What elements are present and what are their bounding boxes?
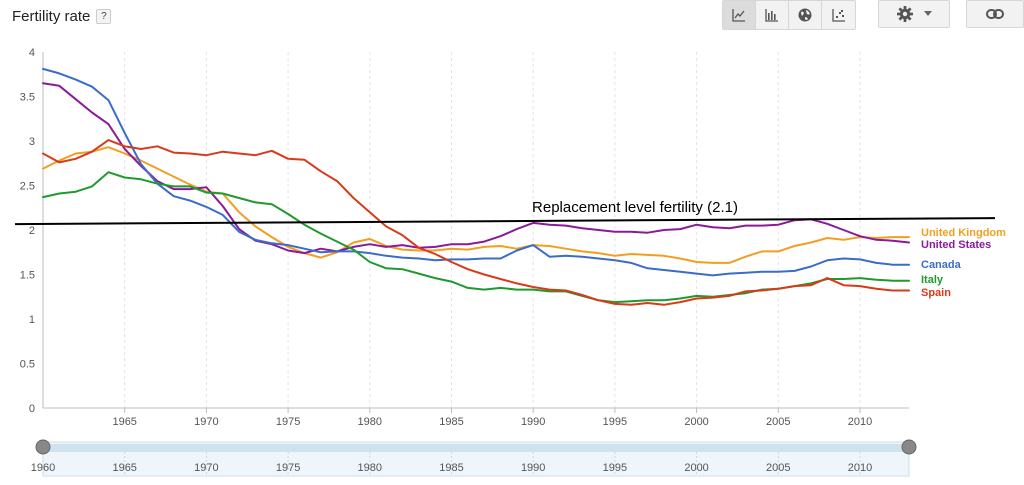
y-tick-label: 0 — [29, 403, 35, 415]
replacement-level-label: Replacement level fertility (2.1) — [532, 199, 738, 216]
x-tick-label: 1965 — [112, 416, 136, 428]
range-slider-tick-label: 1965 — [112, 462, 136, 474]
x-tick-label: 1990 — [521, 416, 545, 428]
x-tick-label: 2000 — [684, 416, 708, 428]
chevron-down-icon — [924, 11, 932, 16]
range-slider-tick-label: 1980 — [358, 462, 382, 474]
chart-title: Fertility rate — [12, 8, 91, 25]
y-tick-label: 3 — [29, 136, 35, 148]
legend-label-italy[interactable]: Italy — [921, 274, 944, 286]
x-tick-label: 1975 — [276, 416, 300, 428]
chart-type-toolbar — [722, 0, 856, 30]
y-tick-label: 1 — [29, 314, 35, 326]
series-line-spain[interactable] — [42, 139, 910, 306]
y-tick-label: 0.5 — [20, 359, 35, 371]
series-line-italy[interactable] — [42, 171, 910, 304]
chart-header: Fertility rate ? — [12, 8, 112, 25]
gear-icon — [897, 6, 913, 22]
y-tick-label: 1.5 — [20, 270, 35, 282]
axes: 0 0.5 1 1.5 2 2.5 3 3.5 4 1965 1970 1975 1980 1985 199… — [20, 47, 909, 428]
range-slider-tick-label: 2010 — [848, 462, 872, 474]
range-slider-tick-label: 2000 — [684, 462, 708, 474]
x-tick-label: 1980 — [358, 416, 382, 428]
x-tick-label: 1995 — [603, 416, 627, 428]
legend-label-canada[interactable]: Canada — [921, 259, 962, 271]
range-slider[interactable]: 1960 1965 1970 1975 1980 1985 1990 1995 2000 2005… — [31, 439, 917, 477]
line-chart-icon — [732, 9, 745, 22]
bar-chart-button[interactable] — [756, 1, 789, 29]
range-start-handle[interactable] — [35, 439, 51, 455]
y-tick-label: 2.5 — [20, 181, 35, 193]
line-chart-button[interactable] — [723, 1, 756, 29]
reference-line-group: Replacement level fertility (2.1) — [14, 199, 996, 226]
legend-label-spain[interactable]: Spain — [921, 287, 951, 299]
bar-chart-icon — [765, 9, 778, 22]
series-line-united-kingdom[interactable] — [42, 146, 910, 264]
legend-label-united-kingdom[interactable]: United Kingdom — [921, 227, 1006, 239]
series-line-canada[interactable] — [42, 67, 910, 277]
link-icon — [986, 9, 1004, 19]
range-end-handle[interactable] — [901, 439, 917, 455]
x-tick-label: 2005 — [766, 416, 790, 428]
series-lines — [42, 67, 910, 306]
range-slider-tick-label: 1970 — [194, 462, 218, 474]
range-slider-tick-label: 1985 — [439, 462, 463, 474]
map-button[interactable] — [789, 1, 822, 29]
range-slider-tick-label: 1995 — [603, 462, 627, 474]
y-tick-label: 3.5 — [20, 92, 35, 104]
x-tick-label: 2010 — [848, 416, 872, 428]
scatter-chart-button[interactable] — [822, 1, 855, 29]
help-button[interactable]: ? — [96, 9, 112, 24]
range-slider-tick-label: 1975 — [276, 462, 300, 474]
y-tick-label: 2 — [29, 225, 35, 237]
range-slider-tick-label: 2005 — [766, 462, 790, 474]
grid — [124, 52, 861, 408]
settings-button[interactable] — [878, 0, 950, 28]
replacement-level-line — [14, 217, 996, 226]
series-line-united-states[interactable] — [42, 82, 910, 255]
x-tick-label: 1970 — [194, 416, 218, 428]
map-globe-icon — [798, 8, 812, 22]
y-tick-label: 4 — [29, 47, 35, 59]
range-slider-tick-label: 1960 — [31, 462, 55, 474]
scatter-chart-icon — [831, 9, 845, 22]
range-slider-tick-label: 1990 — [521, 462, 545, 474]
range-slider-selection — [43, 444, 909, 452]
x-tick-label: 1985 — [439, 416, 463, 428]
legend-label-united-states[interactable]: United States — [921, 239, 991, 251]
